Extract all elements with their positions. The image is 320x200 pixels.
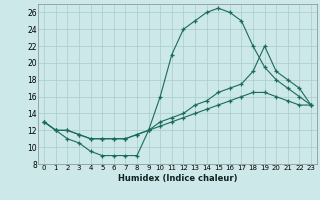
X-axis label: Humidex (Indice chaleur): Humidex (Indice chaleur) xyxy=(118,174,237,183)
